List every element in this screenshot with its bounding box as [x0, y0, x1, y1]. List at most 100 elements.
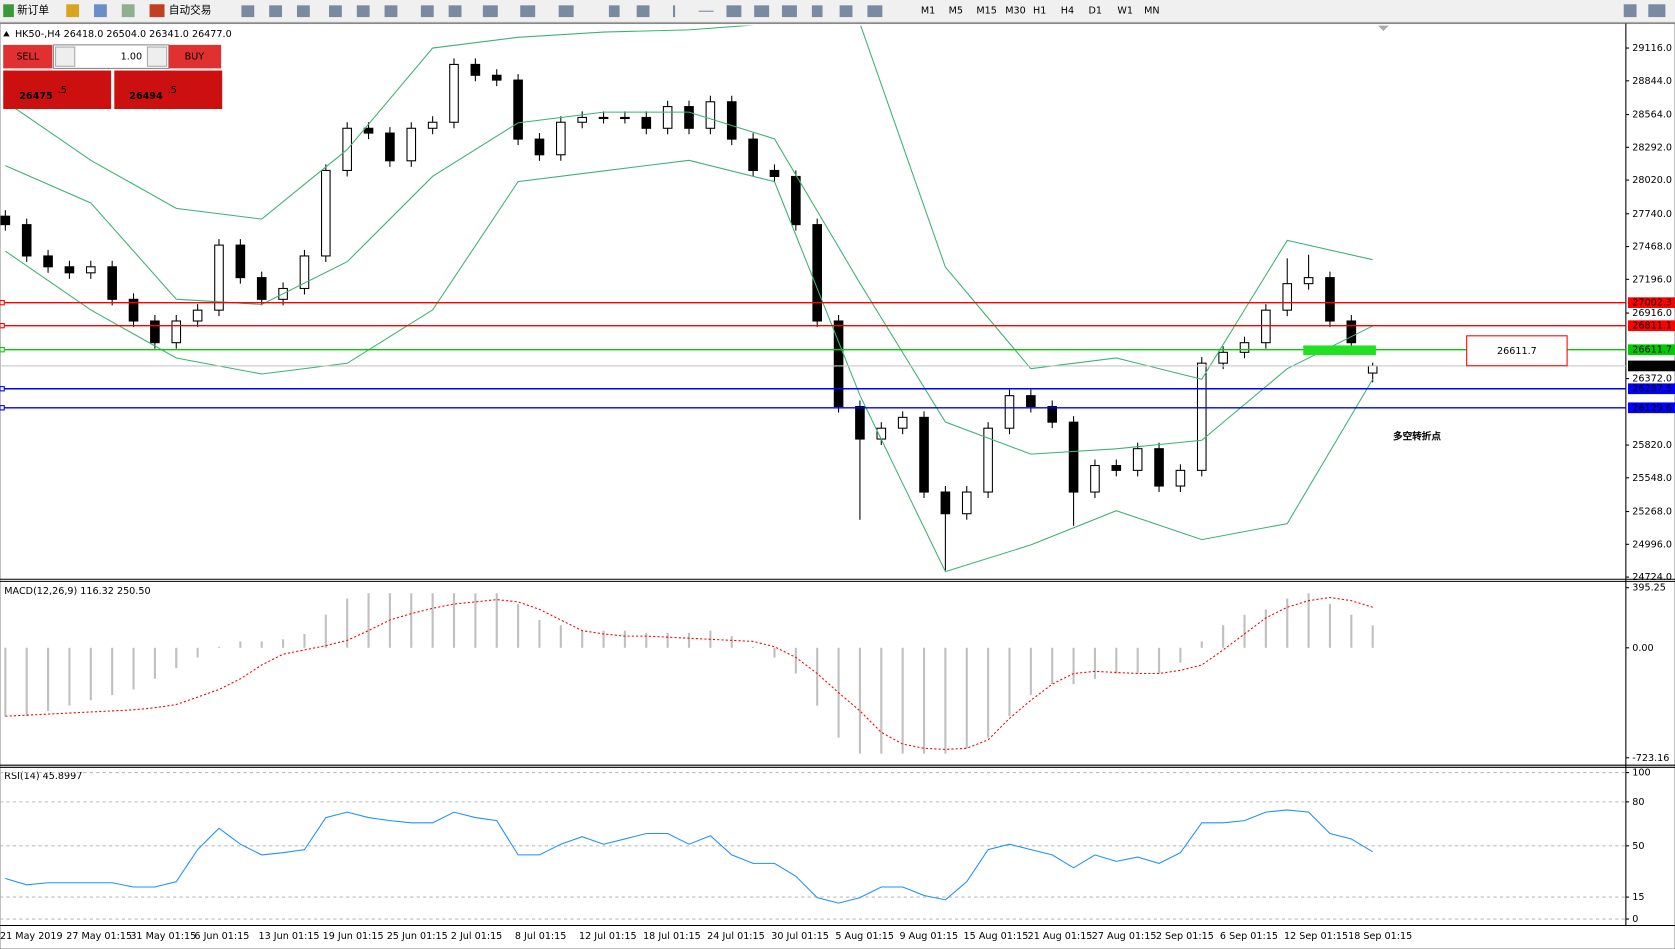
candle-body: [983, 427, 993, 493]
tool-icon[interactable]: [420, 5, 434, 18]
icon[interactable]: [94, 4, 107, 18]
new-order[interactable]: 新订单: [17, 4, 49, 17]
tool-icon[interactable]: [329, 5, 342, 18]
candle-body: [406, 127, 417, 162]
buy-price-block[interactable]: [114, 70, 223, 110]
candle-body: [961, 491, 972, 515]
x-tick-label: 25 Jun 01:15: [387, 931, 448, 942]
y-tick-label: 25820.0: [1632, 440, 1672, 451]
y-tick-label: 27740.0: [1632, 209, 1672, 220]
sell-price-block[interactable]: [3, 70, 112, 110]
candle-body: [491, 74, 502, 81]
y-tick-label: 80: [1632, 797, 1644, 808]
tool-icon[interactable]: [482, 5, 498, 18]
tool-icon[interactable]: [636, 5, 650, 18]
x-tick-label: 5 Aug 01:15: [835, 931, 894, 942]
timeframe-button[interactable]: H4: [1061, 6, 1074, 17]
lot-down: [55, 46, 76, 67]
timeframe-button[interactable]: M1: [921, 6, 935, 17]
tool-icon[interactable]: [520, 5, 536, 18]
panel-title: HK50-,H4 26418.0 26504.0 26341.0 26477.0: [15, 29, 232, 40]
tool-icon[interactable]: [296, 5, 310, 18]
tool-icon[interactable]: [608, 5, 620, 18]
level-label-box: [1627, 297, 1675, 308]
x-tick-label: 6 Sep 01:15: [1220, 931, 1278, 942]
tool-icon[interactable]: [867, 5, 883, 18]
candle-body: [726, 101, 737, 140]
sell-pips: .5: [58, 85, 67, 96]
tool-icon[interactable]: [448, 5, 462, 18]
toolbar: [0, 0, 1675, 23]
auto-trading-icon[interactable]: [149, 4, 165, 18]
timeframe-button[interactable]: M5: [949, 6, 963, 17]
timeframe-button[interactable]: MN: [1144, 6, 1159, 17]
y-tick-label: 29116.0: [1632, 43, 1672, 54]
y-tick-label: 28564.0: [1632, 110, 1672, 121]
candle-body: [1239, 342, 1250, 353]
buy-button[interactable]: [168, 44, 222, 69]
candle-body: [214, 244, 224, 311]
timeframe-button[interactable]: W1: [1117, 6, 1133, 17]
tool-icon[interactable]: [781, 5, 797, 18]
timeframe-button[interactable]: H1: [1033, 6, 1046, 17]
candle-body: [363, 127, 374, 134]
level-label-box: [1627, 383, 1675, 395]
timeframe-button[interactable]: M15: [976, 6, 997, 17]
y-tick-label: 25548.0: [1632, 473, 1672, 484]
candle-body: [299, 255, 310, 290]
candle-body: [1004, 395, 1015, 429]
candle-body: [1111, 465, 1122, 471]
candle-body: [107, 266, 117, 300]
candle-body: [256, 277, 267, 300]
candle-body: [556, 121, 566, 156]
candle-body: [128, 298, 139, 322]
icon[interactable]: [66, 4, 80, 18]
candle-body: [748, 138, 758, 171]
candle-body: [21, 224, 32, 257]
tool-icon[interactable]: [811, 5, 823, 18]
sell-button[interactable]: [3, 44, 53, 69]
new-order-icon[interactable]: [3, 4, 14, 18]
chart-frame: [0, 22, 1675, 949]
macd-signal: [5, 596, 1373, 750]
candle-body: [662, 106, 673, 129]
tool-icon[interactable]: [269, 5, 283, 18]
x-tick-label: 13 Jun 01:15: [259, 931, 320, 942]
tool-icon[interactable]: [356, 5, 370, 18]
x-tick-label: 19 Jun 01:15: [323, 931, 384, 942]
candle-body: [1154, 448, 1164, 487]
icon[interactable]: [121, 4, 135, 18]
candle-body: [385, 132, 395, 162]
y-tick-label: 27468.0: [1632, 242, 1672, 253]
tool-icon[interactable]: [558, 5, 574, 18]
candle-body: [940, 491, 951, 515]
tool-icon[interactable]: [839, 5, 853, 18]
account-icon[interactable]: [1648, 4, 1666, 18]
candle-body: [1090, 465, 1100, 493]
tool-icon[interactable]: [754, 5, 770, 18]
level-handle: [0, 347, 5, 353]
tool-icon[interactable]: [672, 5, 676, 18]
auto-trading[interactable]: 自动交易: [169, 4, 212, 17]
candle-body: [812, 224, 823, 322]
x-tick-label: 27 Aug 01:15: [1092, 931, 1157, 942]
level-label: 27002.3: [1632, 298, 1672, 309]
tool-icon[interactable]: [698, 10, 714, 12]
tool-icon[interactable]: [726, 5, 742, 18]
level-handle: [0, 299, 5, 306]
candle-body: [427, 121, 438, 129]
buy-price: 26494: [129, 91, 163, 102]
tool-icon[interactable]: [241, 5, 255, 18]
tool-icon[interactable]: [384, 5, 398, 18]
candle-body: [85, 266, 96, 274]
candle-body: [641, 116, 652, 129]
timeframe-button[interactable]: D1: [1089, 6, 1103, 17]
timeframe-button[interactable]: M30: [1005, 6, 1026, 17]
candle-body: [833, 320, 844, 408]
y-tick-label: 26916.0: [1632, 308, 1672, 319]
search-icon[interactable]: [1623, 4, 1637, 18]
level-label: 26287.5: [1632, 384, 1672, 395]
y-tick-label: 0: [1632, 914, 1638, 925]
